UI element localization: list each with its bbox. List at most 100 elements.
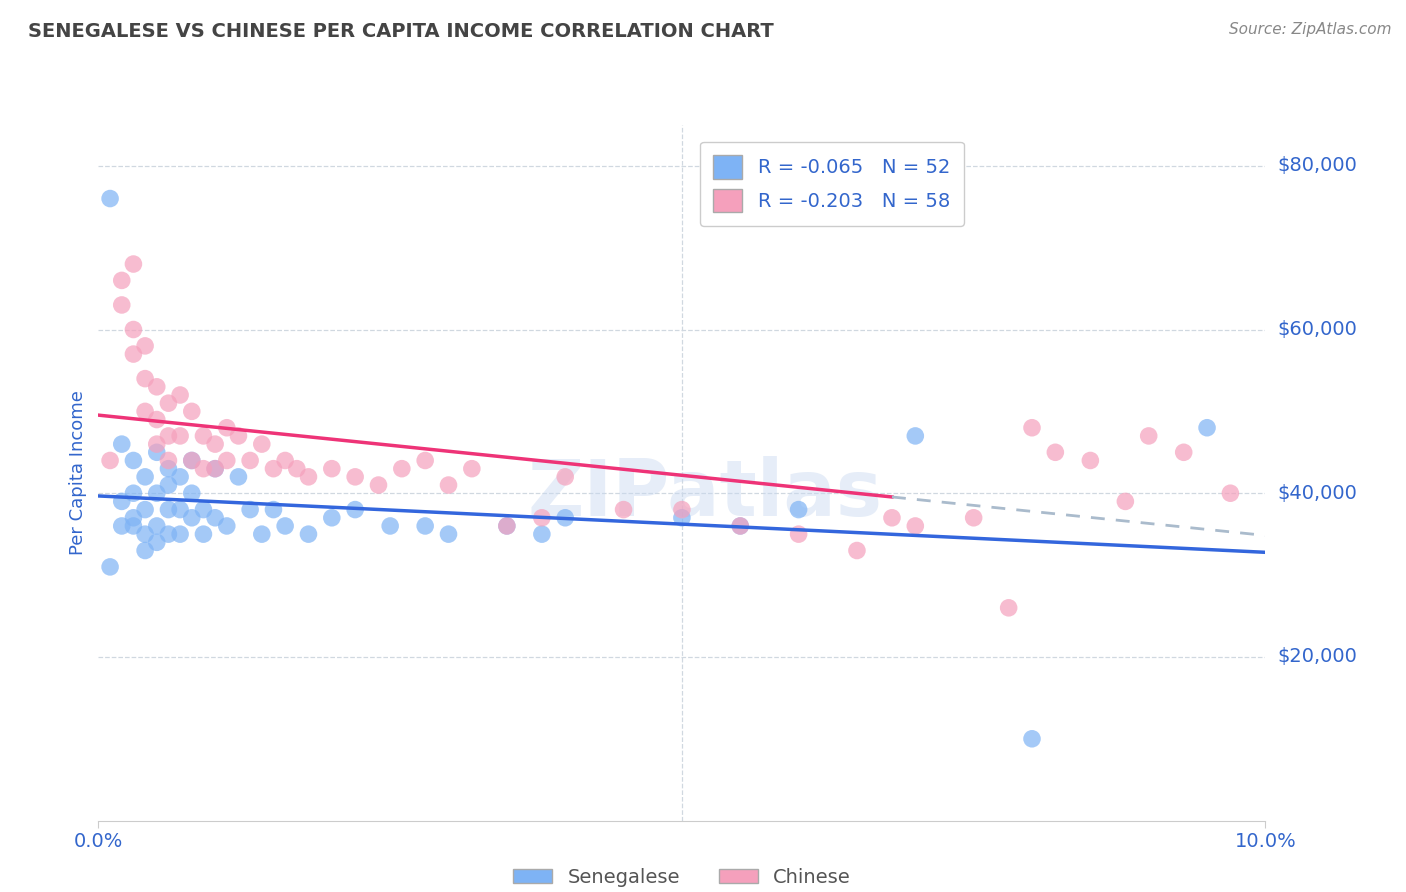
Point (157, 453, 180, 467)
Point (157, 502, 180, 516)
Legend: Senegalese, Chinese: Senegalese, Chinese (505, 860, 859, 892)
Point (169, 429, 191, 443)
Point (413, 519, 436, 533)
Point (530, 527, 553, 541)
Point (321, 510, 343, 524)
Point (274, 519, 297, 533)
Point (321, 461, 343, 475)
Text: SENEGALESE VS CHINESE PER CAPITA INCOME CORRELATION CHART: SENEGALESE VS CHINESE PER CAPITA INCOME … (28, 22, 773, 41)
Point (250, 527, 273, 541)
Point (122, 347, 145, 361)
Point (367, 478, 389, 492)
Point (880, 510, 903, 524)
Text: Source: ZipAtlas.com: Source: ZipAtlas.com (1229, 22, 1392, 37)
Point (1045, 445, 1067, 459)
Point (904, 519, 927, 533)
Point (344, 470, 367, 484)
Point (157, 396, 180, 410)
Point (134, 543, 156, 558)
Point (180, 486, 202, 500)
Point (274, 453, 297, 467)
Point (98, 560, 121, 574)
Point (111, 494, 134, 508)
Point (1080, 453, 1102, 467)
Point (146, 412, 169, 426)
Point (134, 339, 156, 353)
Point (262, 461, 284, 475)
Point (204, 461, 226, 475)
Point (146, 535, 169, 549)
Point (180, 510, 202, 524)
Point (193, 527, 215, 541)
Point (845, 543, 868, 558)
Point (671, 510, 693, 524)
Point (169, 527, 191, 541)
Point (391, 461, 413, 475)
Point (204, 510, 226, 524)
Text: $20,000: $20,000 (1277, 648, 1357, 666)
Point (1114, 494, 1136, 508)
Point (787, 502, 810, 516)
Point (122, 453, 145, 467)
Point (554, 470, 576, 484)
Point (671, 502, 693, 516)
Point (169, 502, 191, 516)
Point (157, 429, 180, 443)
Point (146, 519, 169, 533)
Point (146, 380, 169, 394)
Point (157, 527, 180, 541)
Point (134, 371, 156, 385)
Point (180, 404, 202, 418)
Point (180, 453, 202, 467)
Point (1219, 486, 1241, 500)
Point (169, 470, 191, 484)
Point (122, 322, 145, 336)
Point (461, 461, 484, 475)
Point (530, 510, 553, 524)
Point (169, 388, 191, 402)
Point (1021, 421, 1043, 435)
Point (204, 461, 226, 475)
Point (239, 453, 262, 467)
Point (344, 502, 367, 516)
Point (111, 519, 134, 533)
Point (787, 527, 810, 541)
Point (193, 461, 215, 475)
Point (157, 461, 180, 475)
Y-axis label: Per Capita Income: Per Capita Income (69, 391, 87, 555)
Point (122, 519, 145, 533)
Point (228, 470, 250, 484)
Point (997, 600, 1019, 615)
Point (204, 437, 226, 451)
Point (554, 510, 576, 524)
Point (1195, 421, 1218, 435)
Point (134, 404, 156, 418)
Text: ZIPatlas: ZIPatlas (527, 456, 883, 532)
Point (612, 502, 634, 516)
Point (111, 298, 134, 312)
Point (215, 519, 238, 533)
Point (285, 461, 308, 475)
Point (378, 519, 402, 533)
Point (1173, 445, 1195, 459)
Point (111, 273, 134, 287)
Point (134, 470, 156, 484)
Point (193, 502, 215, 516)
Point (146, 445, 169, 459)
Point (146, 437, 169, 451)
Point (239, 502, 262, 516)
Point (962, 510, 984, 524)
Point (297, 470, 319, 484)
Point (262, 502, 284, 516)
Point (728, 519, 751, 533)
Point (134, 527, 156, 541)
Point (98, 453, 121, 467)
Point (111, 437, 134, 451)
Point (146, 486, 169, 500)
Point (98, 192, 121, 206)
Point (413, 453, 436, 467)
Point (495, 519, 517, 533)
Point (1137, 429, 1160, 443)
Point (134, 502, 156, 516)
Point (122, 486, 145, 500)
